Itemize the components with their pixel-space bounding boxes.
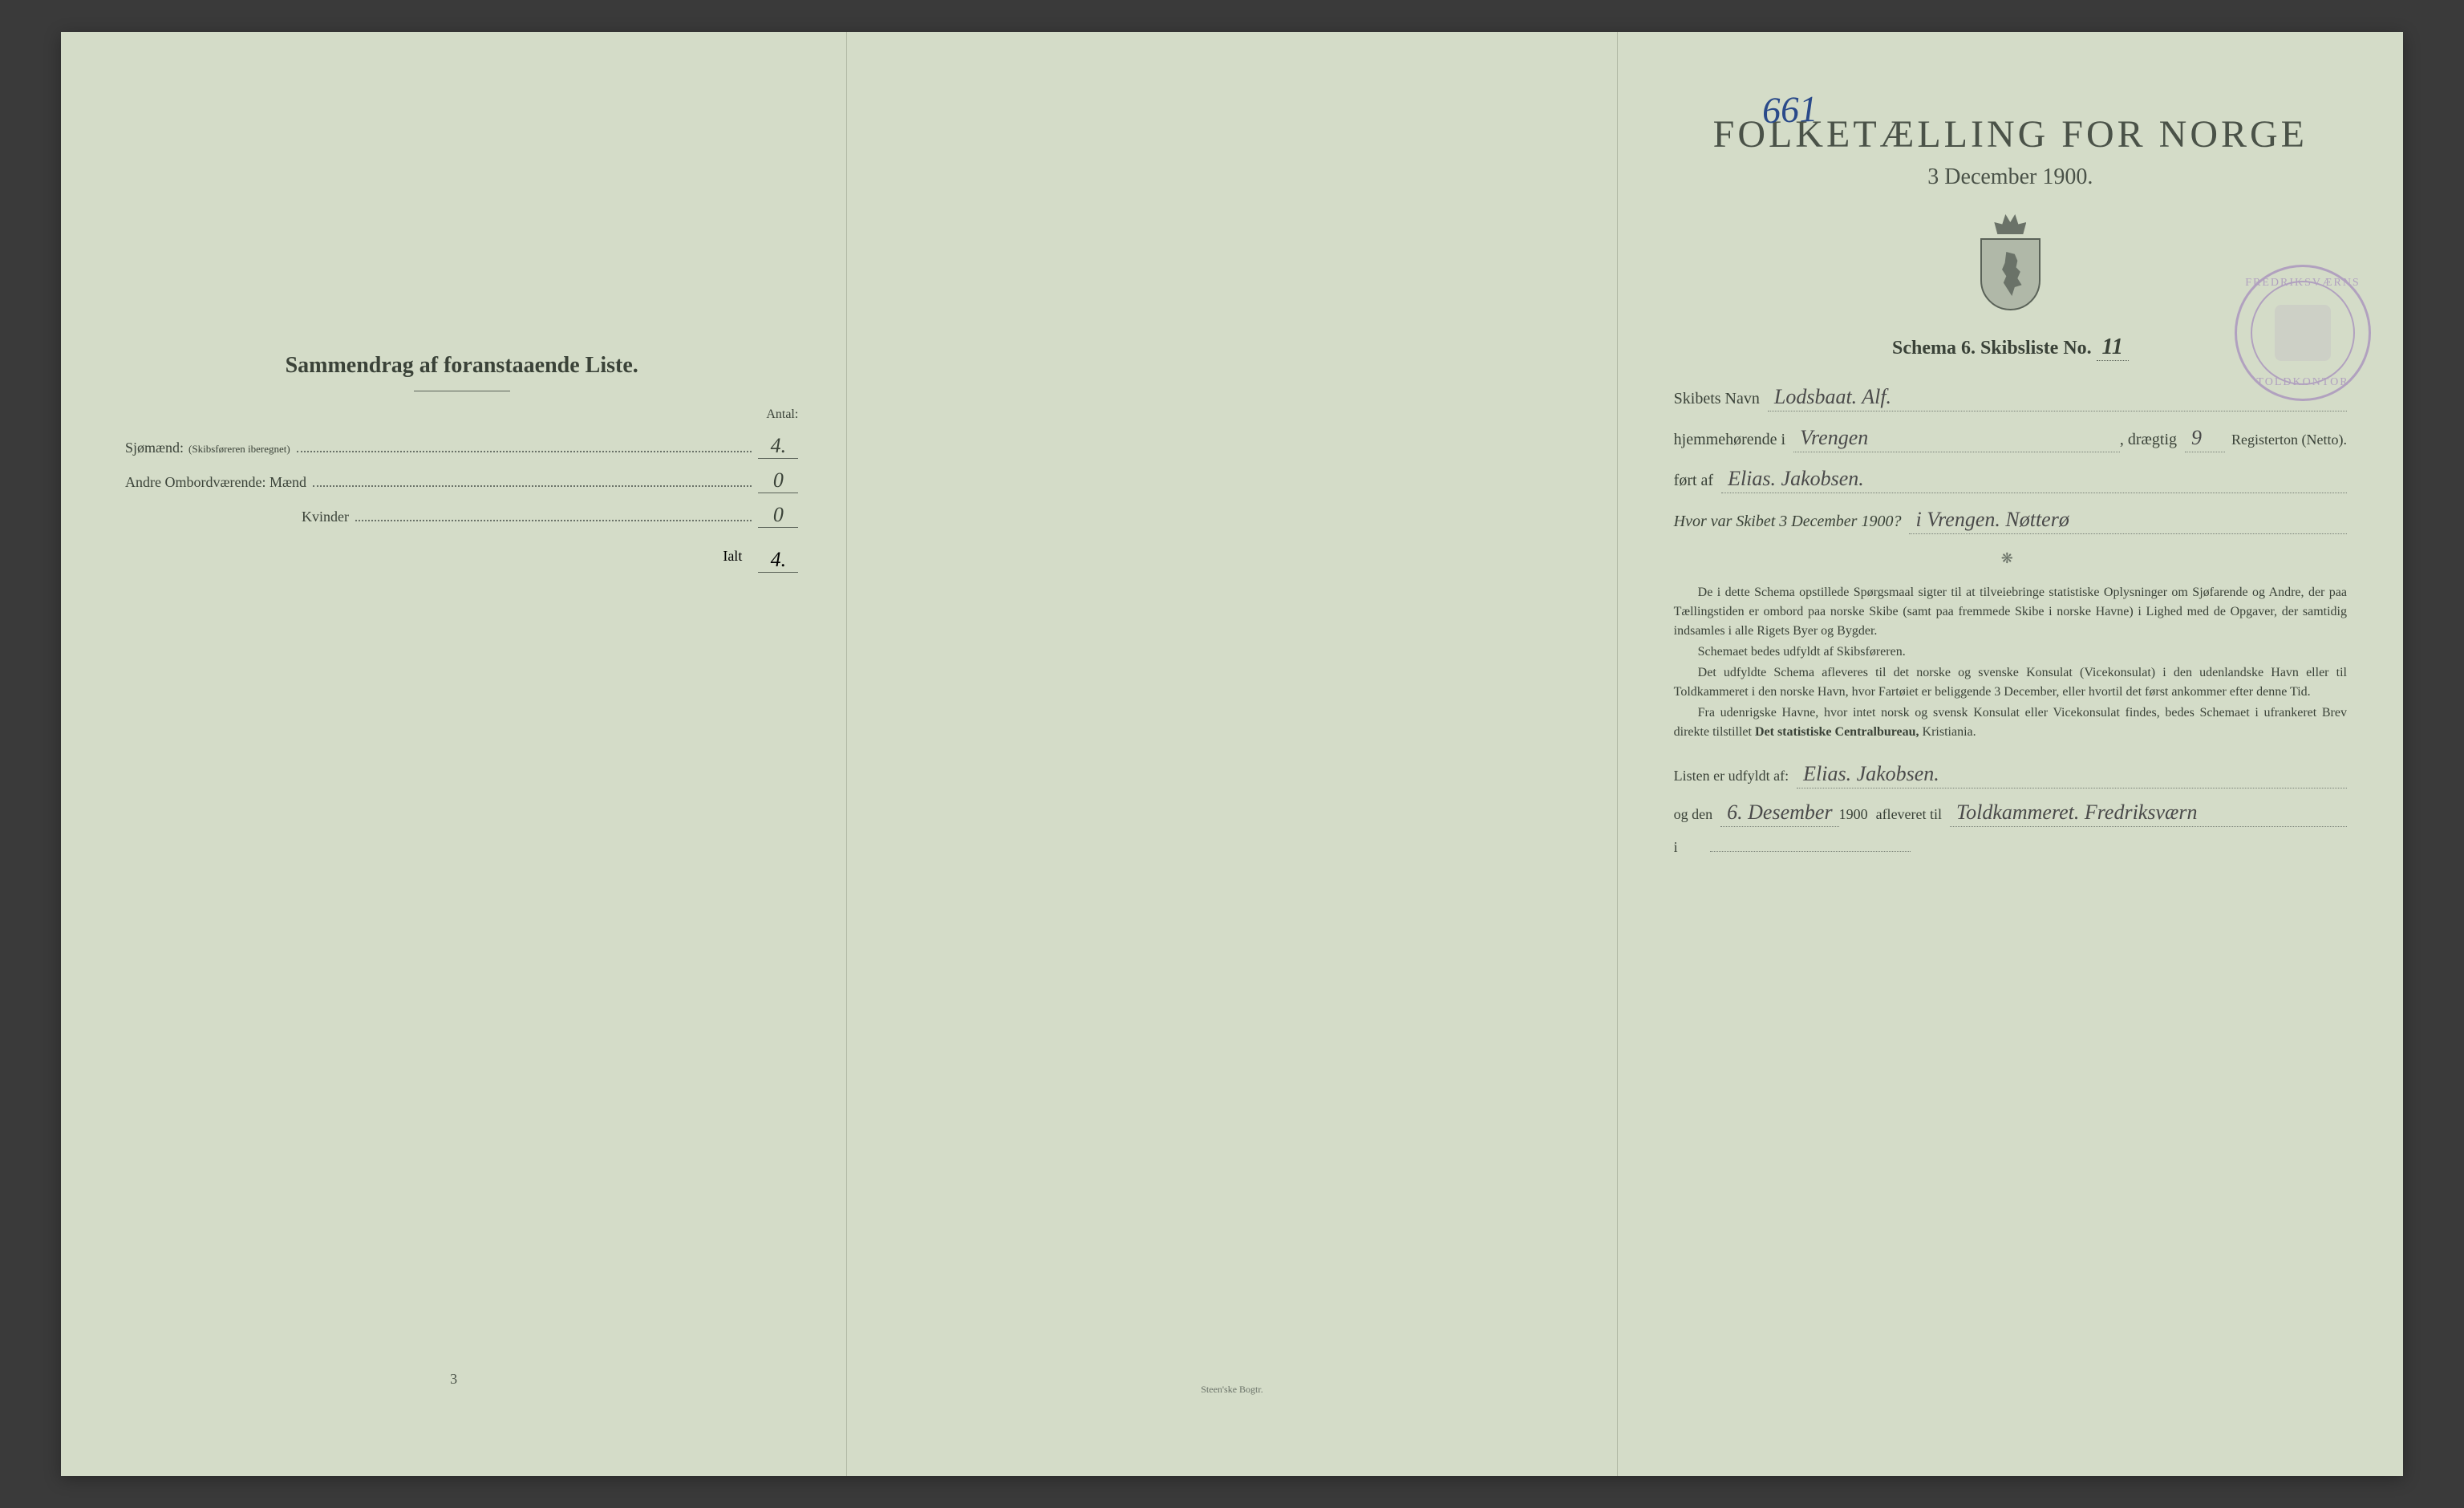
draegtig-value: 9 [2185, 426, 2225, 452]
summary-row: Sjømænd: (Skibsføreren iberegnet) 4. [125, 434, 798, 459]
summary-value: 0 [758, 503, 798, 528]
listen-label: Listen er udfyldt af: [1674, 768, 1789, 784]
summary-label: Kvinder [302, 509, 349, 525]
summary-total: Ialt 4. [125, 548, 798, 573]
summary-row: Andre Ombordværende: Mænd 0 [125, 468, 798, 493]
summary-row: Kvinder 0 [125, 503, 798, 528]
crown-icon [1994, 214, 2026, 234]
fort-value: Elias. Jakobsen. [1721, 467, 2347, 493]
draegtig-label: , drægtig [2120, 431, 2177, 449]
antal-header: Antal: [766, 407, 798, 422]
instruction-p1: De i dette Schema opstillede Spørgsmaal … [1674, 583, 2347, 641]
page-number: 3 [450, 1371, 457, 1388]
total-label: Ialt [723, 548, 742, 573]
i-label: i [1674, 839, 1678, 856]
stamp-text-top: FREDRIKSVÆRNS [2245, 277, 2360, 290]
dots [313, 485, 752, 487]
hjemme-label: hjemmehørende i [1674, 431, 1785, 449]
instruction-p3: Det udfyldte Schema afleveres til det no… [1674, 663, 2347, 702]
summary-value: 4. [758, 434, 798, 459]
signature-section: Listen er udfyldt af: Elias. Jakobsen. o… [1674, 762, 2347, 856]
coat-of-arms-icon [1974, 214, 2046, 310]
ogden-label: og den [1674, 806, 1713, 823]
summary-header: Antal: [125, 407, 798, 422]
dots [297, 451, 752, 452]
hvor-label: Hvor var Skibet 3 December 1900? [1674, 513, 1902, 531]
year-label: 1900 [1839, 806, 1868, 823]
summary-label: Sjømænd: [125, 440, 184, 456]
stamp-center-icon [2275, 305, 2331, 361]
summary-label: Andre Ombordværende: Mænd [125, 474, 306, 491]
ornament-divider: ❋ [1674, 550, 2347, 567]
sig-filled-by: Listen er udfyldt af: Elias. Jakobsen. [1674, 762, 2347, 788]
draegtig-suffix: Registerton (Netto). [2231, 432, 2347, 448]
left-panel: Sammendrag af foranstaaende Liste. Antal… [61, 32, 847, 1476]
afleveret-label: afleveret til [1876, 806, 1942, 823]
instruction-p2: Schemaet bedes udfyldt af Skibsføreren. [1674, 643, 2347, 662]
shield-icon [1980, 238, 2040, 310]
middle-panel: Steen'ske Bogtr. [847, 32, 1617, 1476]
right-panel: 661 FOLKETÆLLING FOR NORGE 3 December 19… [1618, 32, 2403, 1476]
fort-label: ført af [1674, 472, 1713, 490]
form-location: Hvor var Skibet 3 December 1900? i Vreng… [1674, 508, 2347, 534]
schema-label: Schema 6. Skibsliste No. [1892, 338, 2092, 359]
stamp-inner-ring [2251, 281, 2355, 385]
summary-sublabel: (Skibsføreren iberegnet) [188, 443, 290, 456]
stamp-text-bottom: TOLDKONTOR [2256, 376, 2348, 389]
listen-value: Elias. Jakobsen. [1797, 762, 2347, 788]
instruction-p4: Fra udenrigske Havne, hvor intet norsk o… [1674, 703, 2347, 742]
handwritten-number: 661 [1761, 87, 1818, 132]
summary-value: 0 [758, 468, 798, 493]
census-document: Sammendrag af foranstaaende Liste. Antal… [61, 32, 2403, 1476]
hjemme-value: Vrengen [1793, 426, 2120, 452]
afleveret-value: Toldkammeret. Fredriksværn [1950, 801, 2347, 827]
summary-title: Sammendrag af foranstaaende Liste. [125, 353, 798, 379]
form-ship-name: Skibets Navn Lodsbaat. Alf. [1674, 385, 2347, 411]
hvor-value: i Vrengen. Nøtterø [1909, 508, 2347, 534]
sig-date-delivered: og den 6. Desember 1900 afleveret til To… [1674, 801, 2347, 827]
schema-number: 11 [2097, 334, 2129, 361]
total-value: 4. [758, 548, 798, 573]
title-date: 3 December 1900. [1674, 164, 2347, 190]
ogden-value: 6. Desember [1720, 801, 1838, 827]
dots [355, 520, 752, 521]
sig-location: i [1674, 839, 2347, 856]
printer-mark: Steen'ske Bogtr. [1201, 1384, 1263, 1396]
blank-line [1710, 851, 1911, 852]
form-home-port: hjemmehørende i Vrengen , drægtig 9 Regi… [1674, 426, 2347, 452]
official-stamp: FREDRIKSVÆRNS TOLDKONTOR [2235, 265, 2371, 401]
navn-label: Skibets Navn [1674, 390, 1760, 408]
lion-icon [1998, 252, 2026, 296]
instructions-block: De i dette Schema opstillede Spørgsmaal … [1674, 583, 2347, 742]
form-captain: ført af Elias. Jakobsen. [1674, 467, 2347, 493]
